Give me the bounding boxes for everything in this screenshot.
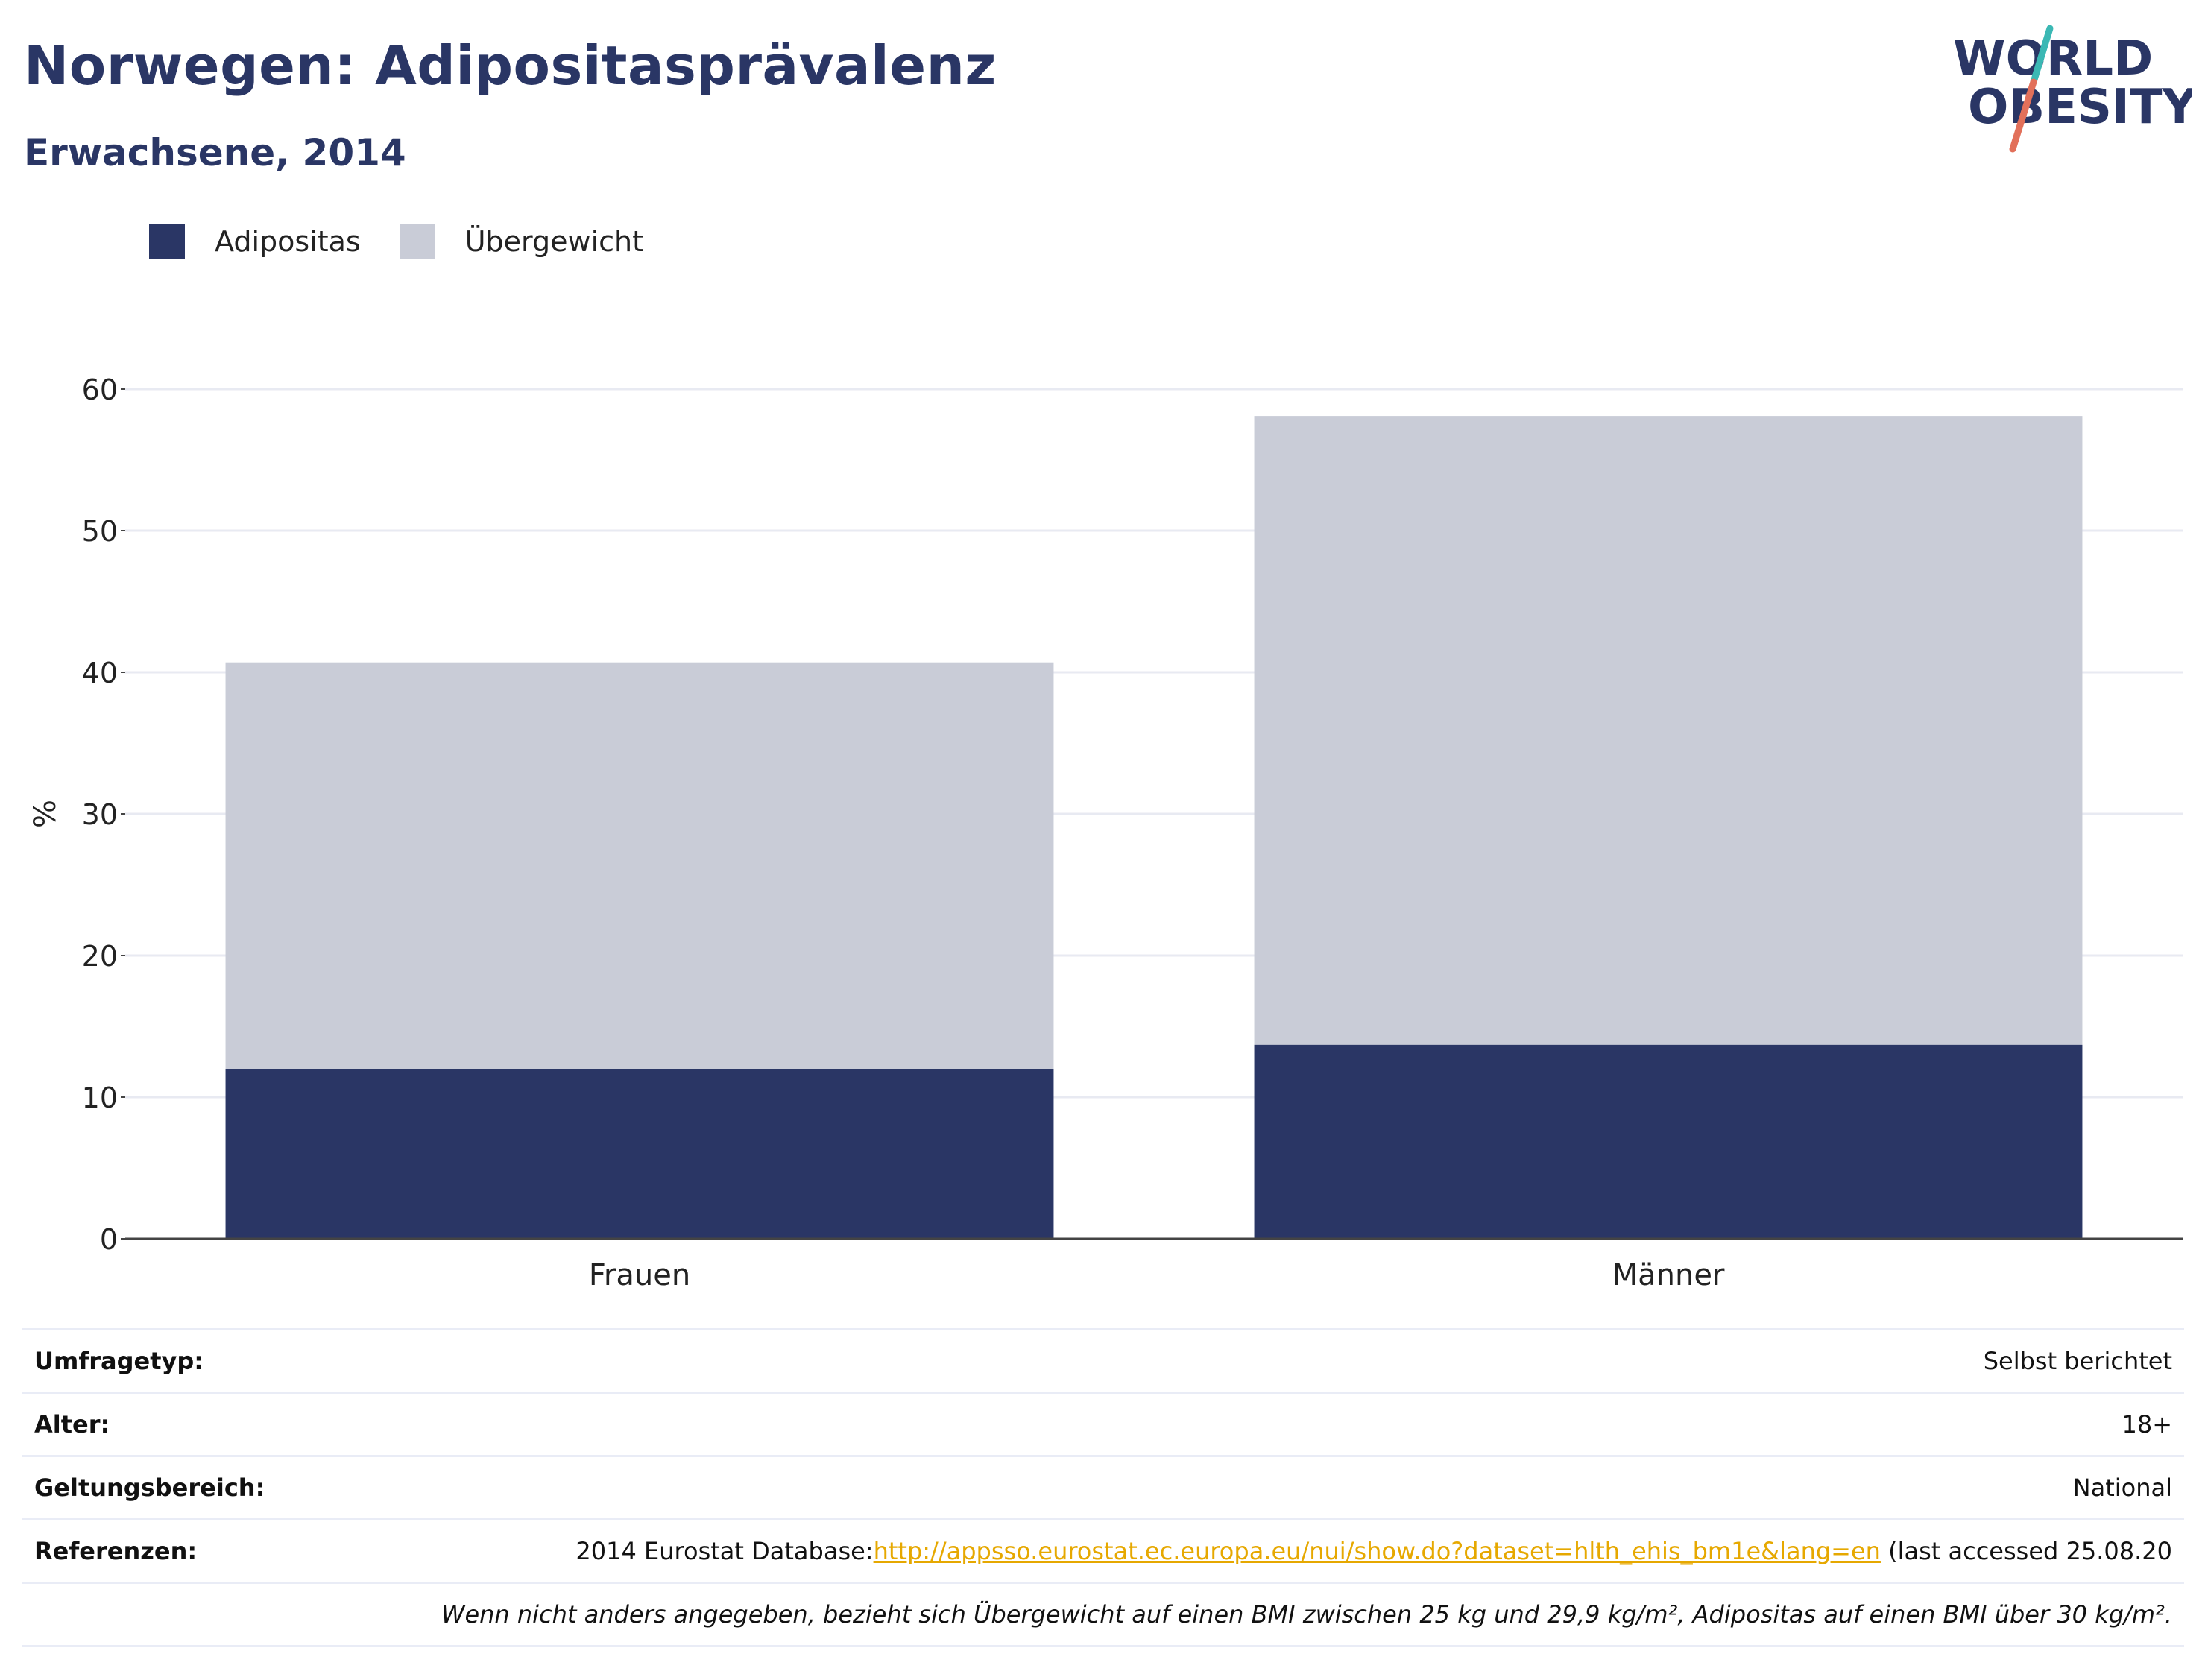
meta-row-scope: Geltungsbereich: National <box>22 1457 2184 1520</box>
bar-adipositas-frauen <box>225 1069 1054 1239</box>
legend-label-uebergewicht: Übergewicht <box>464 225 643 258</box>
logo-text-world: WORLD <box>1953 31 2153 86</box>
bar-uebergewicht-männer <box>1254 416 2083 1045</box>
meta-row-footnote: Wenn nicht anders angegeben, bezieht sic… <box>22 1584 2184 1647</box>
chart-legend: Adipositas Übergewicht <box>149 222 682 261</box>
y-tick-label: 60 <box>82 373 118 406</box>
reference-link[interactable]: http://appsso.eurostat.ec.europa.eu/nui/… <box>873 1537 1881 1565</box>
bar-adipositas-männer <box>1254 1044 2083 1239</box>
y-tick-label: 30 <box>82 798 118 831</box>
logo-slash-top <box>2030 25 2054 86</box>
meta-key: Umfragetyp: <box>34 1347 204 1375</box>
meta-key: Referenzen: <box>34 1537 198 1565</box>
chart-title: Norwegen: Adipositasprävalenz <box>24 34 997 97</box>
meta-row-references: Referenzen: 2014 Eurostat Database:http:… <box>22 1520 2184 1584</box>
world-obesity-logo: WORLD OBESITY <box>1953 25 2192 153</box>
meta-value: 18+ <box>2122 1410 2172 1439</box>
meta-value: Selbst berichtet <box>1983 1347 2172 1375</box>
y-tick-label: 10 <box>82 1081 118 1114</box>
stacked-bar-chart: 0 10 20 30 40 50 60% Frauen Männer <box>28 373 2183 1292</box>
x-tick-label: Frauen <box>589 1258 690 1292</box>
meta-row-survey-type: Umfragetyp: Selbst berichtet <box>22 1328 2184 1394</box>
meta-row-age: Alter: 18+ <box>22 1394 2184 1457</box>
y-tick-label: 0 <box>100 1223 118 1256</box>
meta-value: National <box>2072 1474 2172 1502</box>
y-tick-label: 20 <box>82 940 118 973</box>
meta-key: Geltungsbereich: <box>34 1474 265 1502</box>
reference-suffix: (last accessed 25.08.20 <box>1880 1537 2172 1565</box>
chart-subtitle: Erwachsene, 2014 <box>24 131 406 174</box>
meta-value: 2014 Eurostat Database:http://appsso.eur… <box>575 1537 2184 1565</box>
y-tick-label: 50 <box>82 515 118 548</box>
legend-item-uebergewicht[interactable]: Übergewicht <box>399 224 643 259</box>
bar-uebergewicht-frauen <box>225 662 1054 1069</box>
x-tick-label: Männer <box>1612 1258 1725 1292</box>
logo-text-obesity: OBESITY <box>1968 80 2192 135</box>
metadata-table: Umfragetyp: Selbst berichtet Alter: 18+ … <box>22 1328 2184 1647</box>
logo-slash-bottom <box>2009 78 2037 153</box>
footnote-text: Wenn nicht anders angegeben, bezieht sic… <box>441 1600 2172 1629</box>
meta-key: Alter: <box>34 1410 110 1439</box>
legend-swatch-uebergewicht <box>399 224 435 259</box>
reference-prefix: 2014 Eurostat Database: <box>575 1537 874 1565</box>
legend-item-adipositas[interactable]: Adipositas <box>149 224 361 259</box>
legend-label-adipositas: Adipositas <box>215 225 361 258</box>
y-tick-label: 40 <box>82 657 118 689</box>
y-axis-label: % <box>28 800 63 828</box>
legend-swatch-adipositas <box>149 224 185 259</box>
